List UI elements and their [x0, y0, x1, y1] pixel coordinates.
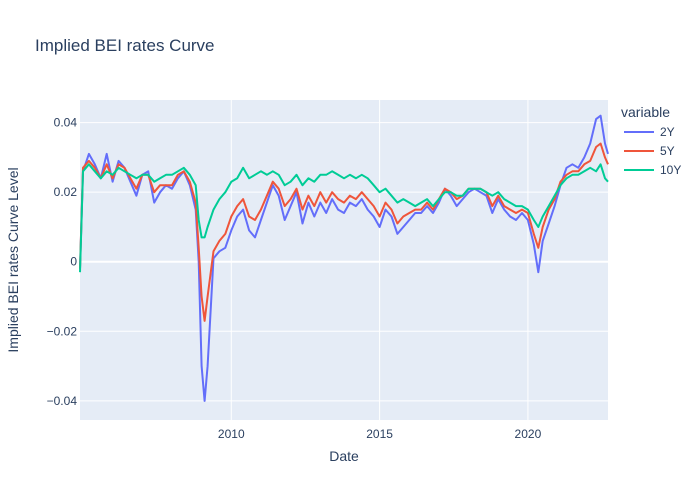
- series-lines[interactable]: [79, 114, 609, 402]
- y-tick-label: −0.04: [47, 394, 78, 408]
- legend[interactable]: variable 2Y 5Y 10Y: [621, 104, 681, 177]
- x-tick-label: 2015: [366, 427, 393, 441]
- x-tick-labels: 2010 2015 2020: [218, 427, 542, 441]
- y-tick-label: −0.02: [47, 324, 78, 338]
- series-line-10y[interactable]: [79, 163, 609, 273]
- legend-item-5y[interactable]: 5Y: [624, 144, 675, 158]
- legend-item-2y[interactable]: 2Y: [624, 125, 675, 139]
- series-line-5y[interactable]: [79, 142, 609, 322]
- y-tick-label: 0.04: [54, 116, 78, 130]
- x-axis-title: Date: [329, 448, 359, 464]
- x-tick-label: 2010: [218, 427, 245, 441]
- series-line-2y[interactable]: [79, 114, 609, 402]
- chart-title: Implied BEI rates Curve: [35, 36, 215, 55]
- legend-item-10y[interactable]: 10Y: [624, 163, 681, 177]
- legend-title: variable: [621, 104, 670, 120]
- y-gridlines: [80, 122, 608, 402]
- legend-label: 2Y: [660, 125, 675, 139]
- x-gridlines: [230, 100, 529, 420]
- plot-area[interactable]: [80, 100, 608, 420]
- legend-label: 10Y: [660, 163, 681, 177]
- y-tick-label: 0: [70, 255, 77, 269]
- legend-label: 5Y: [660, 144, 675, 158]
- y-tick-labels: −0.04 −0.02 0 0.02 0.04: [47, 116, 78, 408]
- y-axis-title: Implied BEI rates Curve Level: [5, 167, 21, 352]
- x-tick-label: 2020: [515, 427, 542, 441]
- y-tick-label: 0.02: [54, 185, 78, 199]
